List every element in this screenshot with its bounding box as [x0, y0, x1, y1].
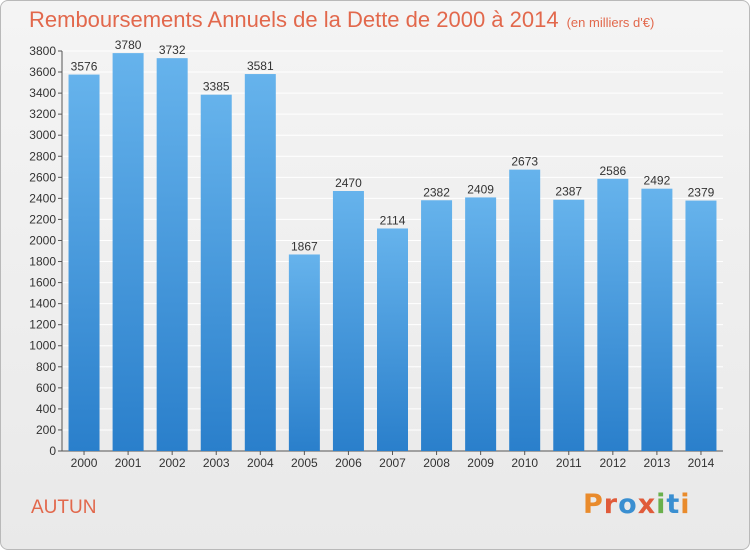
- x-tick-label: 2007: [379, 456, 406, 470]
- data-label-2003: 3385: [203, 80, 230, 94]
- logo-letter: o: [618, 489, 638, 520]
- data-label-2000: 3576: [71, 60, 98, 74]
- y-tick-label: 3400: [29, 86, 56, 100]
- y-tick-label: 2200: [29, 212, 56, 226]
- x-tick-label: 2008: [423, 456, 450, 470]
- data-label-2011: 2387: [555, 185, 582, 199]
- bar-2004: [244, 74, 276, 451]
- x-tick-label: 2010: [511, 456, 538, 470]
- bar-2000: [68, 74, 100, 451]
- bar-2001: [112, 53, 144, 452]
- bars: [68, 53, 717, 452]
- data-label-2009: 2409: [467, 182, 494, 196]
- logo-letter: P: [583, 489, 604, 520]
- x-tick-label: 2014: [688, 456, 715, 470]
- chart-title-text: Remboursements Annuels de la Dette de 20…: [29, 7, 559, 32]
- y-tick-label: 3200: [29, 107, 56, 121]
- proxiti-logo[interactable]: Proxiti: [583, 489, 691, 520]
- bar-2006: [332, 191, 364, 451]
- data-label-2004: 3581: [247, 59, 274, 73]
- axes: 0 200 400 600 800 1000 1200 1400 1600 1800 2000 220…: [29, 44, 723, 470]
- data-label-2006: 2470: [335, 176, 362, 190]
- y-tick-label: 2800: [29, 149, 56, 163]
- y-tick-label: 800: [36, 360, 56, 374]
- y-tick-label: 1600: [29, 276, 56, 290]
- y-tick-label: 3000: [29, 128, 56, 142]
- bar-2010: [509, 169, 541, 451]
- logo-letter: i: [656, 489, 667, 520]
- y-tick-label: 600: [36, 381, 56, 395]
- logo-letter: r: [603, 489, 619, 520]
- chart-subtitle: (en milliers d'€): [566, 15, 655, 30]
- y-tick-label: 1800: [29, 255, 56, 269]
- data-labels: 3576 3780 3732 3385 3581 1867 2470 2114 2382 2409…: [71, 38, 715, 253]
- x-tick-label: 2003: [203, 456, 230, 470]
- x-tick-label: 2001: [115, 456, 142, 470]
- data-label-2007: 2114: [380, 213, 406, 227]
- data-label-2012: 2586: [599, 164, 626, 178]
- y-tick-label: 2000: [29, 233, 56, 247]
- bar-2003: [200, 94, 232, 452]
- x-tick-label: 2012: [599, 456, 626, 470]
- data-label-2002: 3732: [159, 43, 186, 57]
- y-tick-label: 200: [36, 423, 56, 437]
- x-tick-label: 2006: [335, 456, 362, 470]
- logo-letter: x: [637, 489, 657, 520]
- y-tick-label: 1200: [29, 318, 56, 332]
- logo-letter: i: [680, 489, 691, 520]
- data-label-2010: 2673: [511, 155, 538, 169]
- y-tick-label: 1000: [29, 339, 56, 353]
- y-tick-label: 3600: [29, 65, 56, 79]
- x-tick-label: 2009: [467, 456, 494, 470]
- x-tick-label: 2005: [291, 456, 318, 470]
- chart-title: Remboursements Annuels de la Dette de 20…: [29, 7, 654, 33]
- city-name: AUTUN: [31, 497, 97, 518]
- x-tick-label: 2002: [159, 456, 186, 470]
- bar-2007: [377, 228, 408, 451]
- x-tick-label: 2013: [644, 456, 671, 470]
- x-tick-label: 2011: [556, 456, 582, 470]
- bar-2009: [465, 197, 497, 451]
- data-label-2013: 2492: [644, 174, 671, 188]
- bar-2012: [597, 178, 629, 451]
- x-tick-label: 2004: [247, 456, 274, 470]
- y-tick-label: 400: [36, 402, 56, 416]
- bar-2013: [641, 188, 673, 451]
- y-tick-label: 1400: [29, 297, 56, 311]
- data-label-2014: 2379: [688, 186, 715, 200]
- bar-2008: [421, 200, 453, 451]
- y-tick-label: 2400: [29, 191, 56, 205]
- data-label-2001: 3780: [115, 38, 142, 52]
- x-tick-label: 2000: [71, 456, 98, 470]
- y-tick-label: 3800: [29, 44, 56, 58]
- logo-letter: t: [666, 489, 681, 520]
- bar-2014: [685, 200, 717, 451]
- data-label-2005: 1867: [291, 239, 318, 253]
- y-tick-label: 0: [49, 444, 56, 458]
- y-tick-label: 2600: [29, 170, 56, 184]
- bar-2002: [156, 58, 188, 451]
- bar-2005: [288, 254, 320, 451]
- bar-2011: [553, 199, 585, 451]
- data-label-2008: 2382: [423, 185, 450, 199]
